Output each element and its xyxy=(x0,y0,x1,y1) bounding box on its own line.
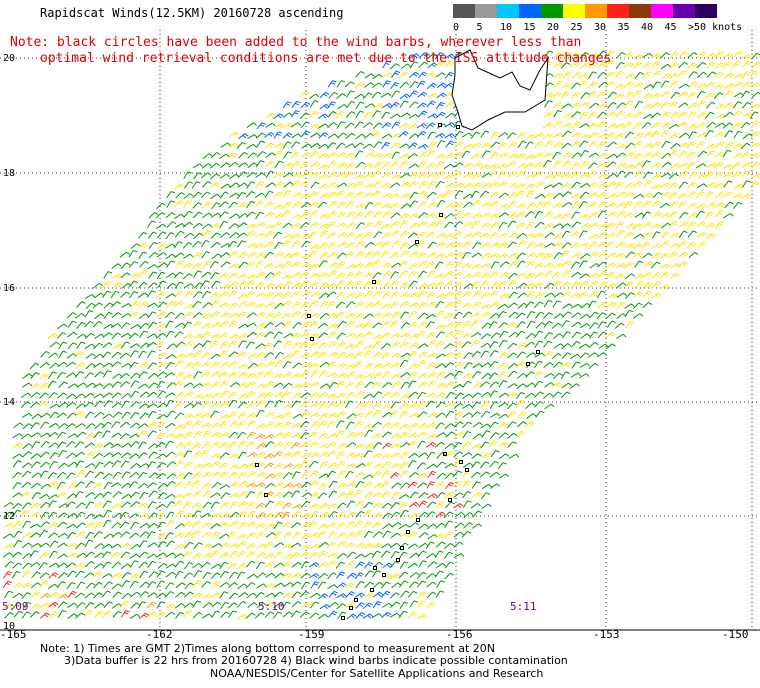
lon-label-165: -165 xyxy=(0,628,27,641)
wind-barbs xyxy=(2,50,760,620)
legend-swatch xyxy=(541,4,563,18)
legend-label: 35 xyxy=(617,22,630,33)
time-label-2: 5:10 xyxy=(258,600,285,613)
contamination-markers xyxy=(255,123,540,620)
legend-label: 25 xyxy=(570,22,583,33)
legend-swatch xyxy=(519,4,541,18)
footer-credit: NOAA/NESDIS/Center for Satellite Applica… xyxy=(210,667,544,680)
note-line-1: Note: black circles have been added to t… xyxy=(10,35,582,50)
legend-swatch xyxy=(497,4,519,18)
note-line-2: optimal wind retrieval conditions are me… xyxy=(40,51,612,66)
lon-label-162: -162 xyxy=(146,628,173,641)
lat-label-10: 10 xyxy=(3,621,16,632)
legend-swatch xyxy=(695,4,717,18)
legend-swatch xyxy=(629,4,651,18)
lat-label-16: 16 xyxy=(3,283,16,294)
map-grid xyxy=(0,30,760,631)
legend-label: 45 xyxy=(664,22,677,33)
legend-swatch xyxy=(563,4,585,18)
map-title: Rapidscat Winds(12.5KM) 20160728 ascendi… xyxy=(40,6,344,20)
legend-swatch xyxy=(475,4,497,18)
footer-note-2: 3)Data buffer is 22 hrs from 20160728 4)… xyxy=(64,654,568,667)
legend-swatch xyxy=(673,4,695,18)
lat-label-14: 14 xyxy=(3,397,16,408)
legend-label: 15 xyxy=(523,22,536,33)
legend-label: 5 xyxy=(476,22,483,33)
time-label-3: 5:11 xyxy=(510,600,537,613)
legend-label: 10 xyxy=(500,22,513,33)
legend-swatch xyxy=(651,4,673,18)
lon-label-159: -159 xyxy=(298,628,325,641)
legend-label: 30 xyxy=(594,22,607,33)
footer-note-1: Note: 1) Times are GMT 2)Times along bot… xyxy=(40,642,495,655)
legend-swatch xyxy=(607,4,629,18)
lon-label-150: -150 xyxy=(722,628,749,641)
legend-label: 0 xyxy=(453,22,460,33)
lat-label-20: 20 xyxy=(3,53,16,64)
hawaii-island-outline xyxy=(451,49,549,131)
legend-label: >50 knots xyxy=(688,22,743,33)
legend-label: 40 xyxy=(641,22,654,33)
lat-label-18: 18 xyxy=(3,168,16,179)
legend-label: 20 xyxy=(547,22,560,33)
lon-label-153: -153 xyxy=(593,628,620,641)
lat-label-12: 12 xyxy=(3,511,16,522)
time-label-1: 5:09 xyxy=(2,600,29,613)
lon-label-156: -156 xyxy=(446,628,473,641)
legend-swatch xyxy=(453,4,475,18)
legend-swatch xyxy=(585,4,607,18)
